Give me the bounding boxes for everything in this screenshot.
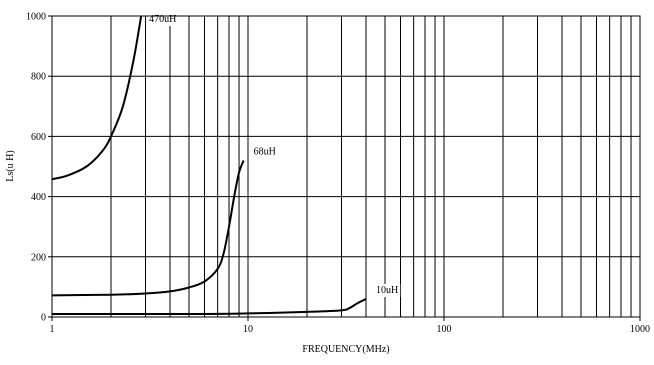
- series-line-470uh: [51, 15, 143, 181]
- x-tick-label: 1000: [630, 324, 650, 335]
- y-tick-label: 0: [41, 313, 46, 324]
- y-tick-label: 200: [31, 252, 46, 263]
- x-tick-label: 10: [243, 324, 253, 335]
- y-axis-title: Ls(u H): [5, 150, 16, 181]
- x-tick-label: 1: [50, 324, 55, 335]
- series-label-68uh: 68uH: [254, 146, 276, 157]
- y-tick-label: 600: [31, 132, 46, 143]
- grid-layer: [52, 16, 640, 317]
- y-tick-label: 400: [31, 192, 46, 203]
- series-layer: 470uH 68uH 10uH: [51, 13, 401, 316]
- series-line-68uh: [51, 160, 245, 297]
- y-tick-label: 1000: [26, 12, 46, 23]
- x-tick-label: 100: [437, 324, 452, 335]
- series-label-10uh: 10uH: [376, 285, 398, 296]
- plot-frame: [51, 15, 641, 318]
- y-tick-label: 800: [31, 72, 46, 83]
- x-axis-title: FREQUENCY(MHz): [302, 344, 389, 355]
- series-label-background: [251, 145, 278, 159]
- series-label-background: [374, 283, 401, 297]
- series-line-10uh: [51, 298, 367, 316]
- series-label-470uh: 470uH: [149, 14, 176, 25]
- tick-label-layer: 0 200 400 600 800 1000 1 10 100 1000: [26, 12, 650, 336]
